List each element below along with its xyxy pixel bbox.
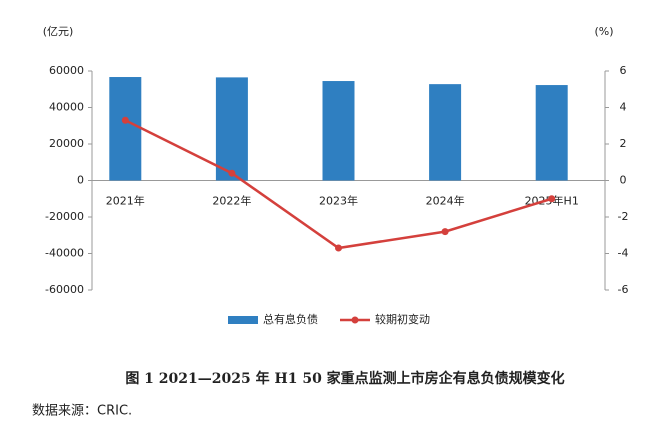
- y2-tick-label: 4: [620, 101, 627, 114]
- y2-axis-label: (%): [594, 25, 613, 38]
- bar: [429, 84, 462, 181]
- y-tick-label: 60000: [49, 64, 84, 77]
- bar: [215, 77, 248, 181]
- y2-tick-label: -2: [618, 210, 629, 223]
- y-tick-label: 20000: [49, 137, 84, 150]
- legend-label: 较期初变动: [375, 312, 430, 326]
- legend-label: 总有息负债: [263, 312, 318, 326]
- y-tick-label: -20000: [45, 210, 84, 223]
- point: [441, 228, 449, 236]
- source: 数据来源：CRIC.: [32, 404, 132, 419]
- y-tick-label: -40000: [45, 247, 84, 260]
- point: [548, 195, 556, 203]
- y2-tick-label: 2: [620, 137, 627, 150]
- legend-marker: [351, 316, 359, 324]
- x-tick-label: 2024年: [426, 194, 465, 208]
- bar: [322, 81, 355, 181]
- y-tick-label: 40000: [49, 101, 84, 114]
- legend-swatch: [228, 316, 258, 324]
- point: [228, 169, 236, 177]
- y2-tick-label: 6: [620, 64, 627, 77]
- point: [121, 116, 129, 124]
- y2-tick-label: -4: [618, 247, 629, 260]
- y2-tick-label: 0: [620, 174, 627, 187]
- y-tick-label: 0: [77, 174, 84, 187]
- bar: [535, 85, 568, 181]
- point: [335, 244, 342, 252]
- y-axis-label: (亿元): [43, 25, 74, 38]
- x-tick-label: 2022年: [212, 194, 251, 208]
- y2-tick-label: -6: [618, 283, 629, 296]
- bar: [109, 77, 142, 181]
- x-tick-label: 2023年: [319, 194, 358, 208]
- y-tick-label: -60000: [45, 283, 84, 296]
- x-tick-label: 2021年: [106, 194, 145, 208]
- chart-title: 图 1 2021—2025 年 H1 50 家重点监测上市房企有息负债规模变化: [125, 370, 564, 387]
